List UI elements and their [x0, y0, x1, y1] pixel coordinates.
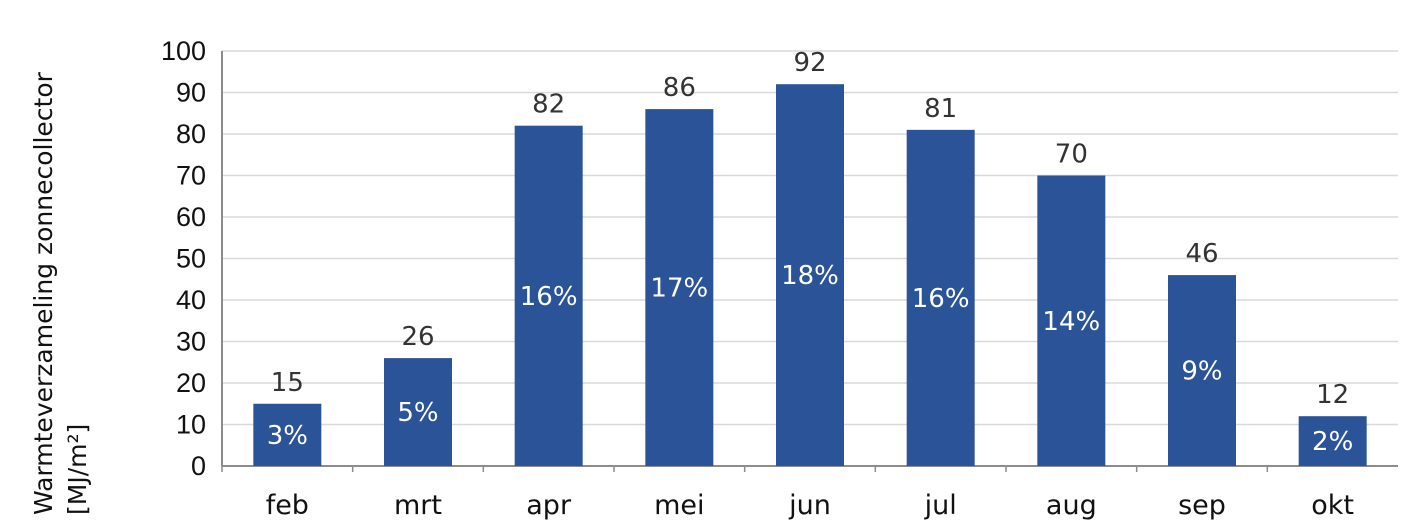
percent-label: 2% — [1312, 427, 1353, 457]
bar-feb — [253, 403, 322, 466]
percent-label: 14% — [1042, 307, 1100, 337]
y-tick-label: 40 — [176, 285, 206, 315]
percent-label: 3% — [267, 421, 308, 451]
bar-mrt — [384, 358, 452, 466]
y-axis-title: Warmteverzameling zonnecollector — [29, 71, 58, 515]
bar-aug — [1037, 175, 1106, 466]
data-labels: 15 3% 26 5% 82 16% 86 17% 92 18% 81 16% 70 14% 46 9% 12 2… — [267, 48, 1354, 457]
value-label: 81 — [924, 94, 957, 124]
y-axis-unit: [MJ/m²] — [63, 424, 92, 515]
x-tick-label: sep — [1178, 490, 1226, 521]
bar-okt — [1298, 416, 1367, 466]
x-tick-label: mrt — [394, 490, 442, 521]
bars — [253, 84, 1367, 466]
x-axis-ticks: feb mrt apr mei jun jul aug sep okt — [266, 490, 1354, 521]
x-tick-label: apr — [526, 490, 572, 521]
value-label: 12 — [1316, 380, 1349, 410]
y-tick-label: 90 — [176, 78, 206, 108]
bar-mei — [645, 109, 714, 466]
percent-label: 5% — [397, 398, 438, 428]
y-tick-label: 70 — [176, 161, 206, 191]
y-tick-label: 100 — [161, 36, 206, 66]
value-label: 46 — [1185, 239, 1218, 269]
x-tick-label: mei — [654, 490, 704, 521]
y-tick-label: 10 — [176, 410, 206, 440]
y-axis-unit-group: [MJ/m²] — [63, 424, 92, 515]
y-tick-label: 20 — [176, 368, 206, 398]
bar-apr — [514, 125, 583, 466]
y-tick-label: 80 — [176, 119, 206, 149]
value-label: 82 — [532, 90, 565, 120]
bar-jul — [906, 129, 975, 466]
value-label: 26 — [401, 322, 434, 352]
percent-label: 16% — [912, 284, 970, 314]
value-label: 92 — [793, 48, 826, 78]
percent-label: 18% — [781, 261, 839, 291]
percent-label: 17% — [650, 274, 708, 304]
y-tick-label: 30 — [176, 327, 206, 357]
y-axis-ticks: 0 10 20 30 40 50 60 70 80 90 100 — [161, 36, 206, 481]
percent-label: 16% — [520, 282, 578, 312]
y-tick-label: 0 — [191, 451, 206, 481]
x-tick-label: jul — [924, 490, 957, 521]
x-tick-label: jun — [788, 490, 831, 521]
percent-label: 9% — [1181, 357, 1222, 387]
x-tick-label: okt — [1311, 490, 1354, 521]
value-label: 15 — [271, 368, 304, 398]
bar-sep — [1168, 275, 1236, 466]
x-tick-label: feb — [266, 490, 309, 521]
x-tick-label: aug — [1046, 490, 1097, 521]
value-label: 70 — [1055, 140, 1088, 170]
y-axis-title-group: Warmteverzameling zonnecollector — [29, 71, 58, 515]
y-tick-label: 60 — [176, 202, 206, 232]
bar-jun — [776, 84, 844, 466]
value-label: 86 — [663, 73, 696, 103]
y-tick-label: 50 — [176, 244, 206, 274]
